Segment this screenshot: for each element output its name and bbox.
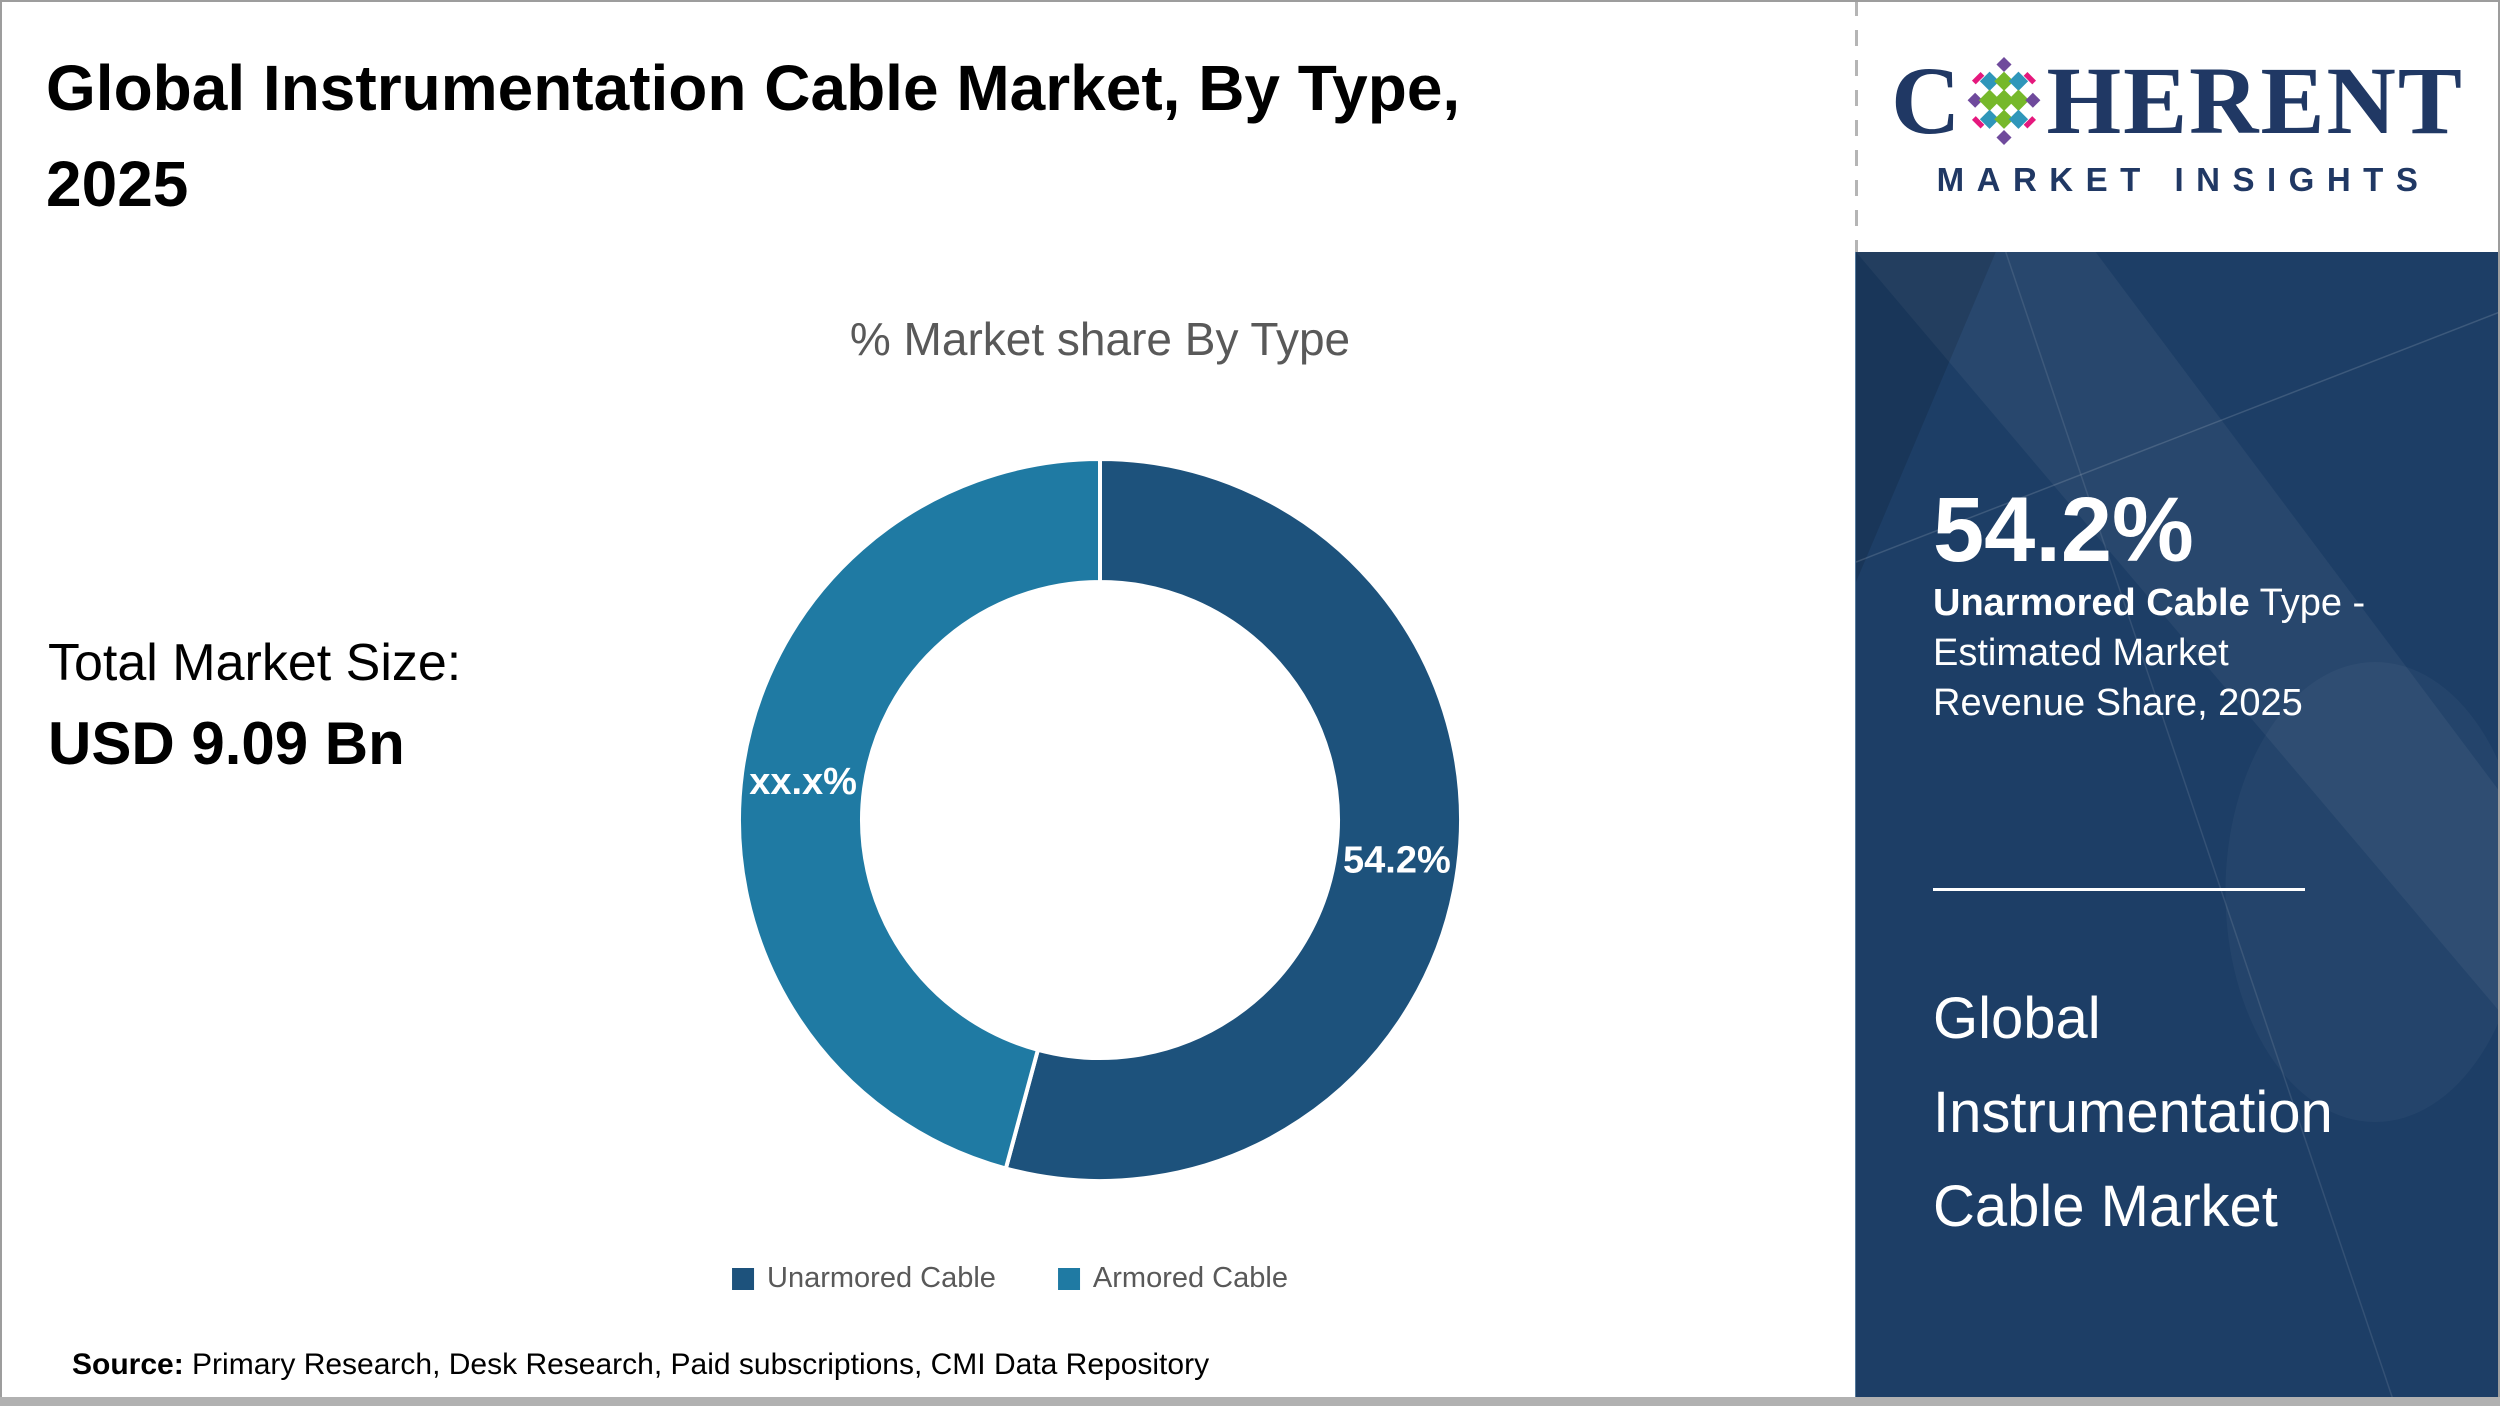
total-market-size-block: Total Market Size: USD 9.09 Bn <box>48 633 461 778</box>
sidebar-description: Unarmored Cable Type - Estimated Market … <box>1933 578 2433 728</box>
logo-subtitle: MARKET INSIGHTS <box>1936 161 2431 198</box>
donut-slice-label: 54.2% <box>1343 840 1451 882</box>
donut-chart: 54.2% xx.x% <box>736 457 1463 1183</box>
source-label: Source: <box>72 1348 184 1381</box>
sidebar: C HERENT MARKET IN <box>1855 0 2500 1406</box>
bottom-border-bar <box>0 1397 2500 1406</box>
sidebar-headline-value: 54.2% <box>1933 479 2194 581</box>
coherent-logo: C HERENT <box>1891 53 2464 149</box>
legend-label: Armored Cable <box>1092 1262 1288 1294</box>
donut-slice-armored-cable <box>736 457 1102 1171</box>
sidebar-divider-line <box>1933 888 2305 891</box>
sidebar-description-rest: Type - Estimated Market Revenue Share, 2… <box>1933 582 2366 724</box>
map-texture <box>1856 252 2500 1406</box>
donut-slice-unarmored-cable <box>1003 457 1463 1183</box>
logo-letters-herent: HERENT <box>2046 47 2464 154</box>
dashed-divider <box>1855 0 1858 252</box>
sidebar-description-bold: Unarmored Cable <box>1933 582 2250 624</box>
legend-swatch <box>732 1267 755 1290</box>
sidebar-market-name: Global Instrumentation Cable Market <box>1933 986 2333 1239</box>
logo-letter-c: C <box>1891 47 1963 154</box>
logo-dotted-o-icon <box>1968 56 2041 146</box>
legend-item-unarmored-cable: Unarmored Cable <box>732 1262 996 1295</box>
sidebar-panel <box>1855 252 2500 1406</box>
legend-swatch <box>1057 1267 1080 1290</box>
legend-item-armored-cable: Armored Cable <box>1057 1262 1288 1295</box>
chart-legend: Unarmored Cable Armored Cable <box>732 1262 1288 1295</box>
source-text: Primary Research, Desk Research, Paid su… <box>183 1348 1210 1381</box>
source-line: Source: Primary Research, Desk Research,… <box>72 1348 1209 1382</box>
legend-label: Unarmored Cable <box>767 1262 996 1294</box>
total-market-size-value: USD 9.09 Bn <box>48 710 405 777</box>
total-market-size-label: Total Market Size: <box>48 634 462 692</box>
logo-area: C HERENT MARKET IN <box>1855 0 2500 252</box>
donut-slice-label: xx.x% <box>749 761 857 803</box>
chart-title: % Market share By Type <box>849 313 1351 365</box>
page-title: Global Instrumentation Cable Market, By … <box>46 52 1461 220</box>
